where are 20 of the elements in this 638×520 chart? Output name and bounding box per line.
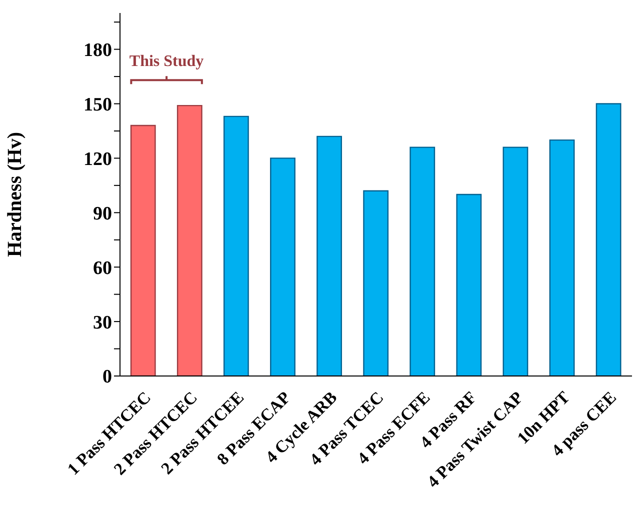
annotation: This Study <box>129 53 204 70</box>
bar <box>456 194 482 376</box>
bar <box>316 136 342 376</box>
y-tick-label: 150 <box>84 94 112 116</box>
bar <box>410 146 436 376</box>
bar <box>502 146 528 376</box>
y-tick-label: 60 <box>93 258 112 279</box>
y-tick-label: 30 <box>93 312 112 334</box>
bar <box>130 124 156 376</box>
y-tick-label: 120 <box>84 148 112 170</box>
y-axis-title: Hardness (Hv) <box>4 132 26 257</box>
bar <box>223 116 249 376</box>
bar <box>596 103 622 376</box>
y-tick-label: 180 <box>84 40 112 62</box>
y-tick-label: 0 <box>102 366 112 388</box>
bar <box>176 104 202 376</box>
bar <box>363 190 389 376</box>
bar <box>549 139 575 376</box>
bar <box>270 158 296 376</box>
y-tick-label: 90 <box>93 203 112 224</box>
